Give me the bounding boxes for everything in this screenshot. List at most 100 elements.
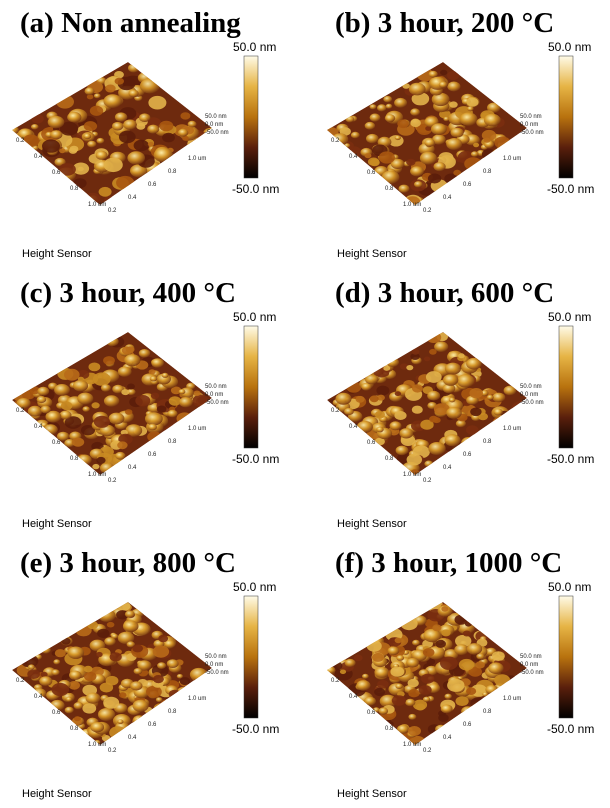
grain [455, 615, 468, 625]
z-tick-label: 50.0 nm [520, 654, 542, 660]
grain [109, 413, 125, 425]
grain [83, 133, 91, 139]
grain [56, 95, 74, 109]
grain [460, 112, 478, 125]
y-tick-label: 0.2 [331, 138, 340, 144]
z-tick-label: -50.0 nm [205, 670, 229, 676]
scale-min-label: -50.0 nm [232, 722, 279, 736]
grain [140, 79, 160, 94]
panel-title: (b) 3 hour, 200 °C [335, 7, 554, 39]
grain [74, 702, 84, 709]
grain [424, 139, 435, 147]
x-tick-label: 0.4 [443, 195, 452, 201]
grain [412, 384, 423, 392]
grain [44, 424, 58, 435]
grain [96, 457, 105, 464]
y-tick-label: 0.4 [34, 154, 43, 160]
x-tick-label: 0.8 [168, 169, 177, 175]
panel-title: (c) 3 hour, 400 °C [20, 277, 236, 309]
grain [419, 685, 432, 695]
grain [484, 114, 501, 127]
y-tick-label: 0.4 [34, 424, 43, 430]
grain [383, 366, 390, 371]
grain [147, 431, 161, 442]
x-tick-label: 0.2 [108, 478, 117, 484]
grain [408, 679, 419, 687]
grain [179, 389, 186, 394]
grain [74, 716, 81, 721]
grain [423, 697, 430, 702]
grain [429, 416, 438, 423]
grain [92, 464, 99, 469]
caption: Height Sensor [337, 518, 407, 530]
grain [83, 406, 90, 412]
x-tick-label: 1.0 um [188, 156, 206, 162]
scale-max-label: 50.0 nm [233, 310, 276, 324]
grain [52, 683, 70, 696]
grain [68, 647, 85, 659]
colorbar [244, 326, 258, 448]
grain [87, 621, 98, 629]
grain [362, 674, 369, 679]
grain [445, 694, 452, 700]
grain [28, 406, 42, 417]
scale-max-label: 50.0 nm [548, 310, 591, 324]
grain [129, 90, 139, 98]
grain [189, 683, 200, 691]
grain [424, 357, 430, 362]
grain [390, 421, 402, 430]
y-tick-label: 0.8 [70, 726, 79, 732]
x-tick-label: 0.8 [483, 709, 492, 715]
grain [424, 461, 433, 468]
grain [157, 406, 167, 413]
grain [375, 411, 385, 419]
grain [410, 166, 424, 176]
grain [123, 620, 139, 632]
grain [94, 416, 110, 428]
grain [48, 116, 65, 128]
grain [50, 130, 62, 139]
grain [466, 358, 482, 370]
grain [96, 652, 103, 657]
x-tick-label: 0.4 [128, 735, 137, 741]
grain [104, 395, 119, 406]
grain [139, 349, 150, 358]
grain [485, 685, 498, 694]
y-tick-label: 0.6 [52, 440, 61, 446]
grain [104, 158, 123, 172]
grain [70, 146, 79, 153]
grain [456, 696, 469, 706]
grain [27, 669, 40, 679]
grain [162, 373, 169, 378]
grain [187, 145, 195, 151]
grain [461, 437, 476, 448]
grain [354, 655, 363, 662]
grain [482, 130, 496, 141]
grain [466, 425, 479, 435]
grain [325, 666, 335, 674]
grain [17, 398, 31, 409]
x-tick-label: 0.4 [443, 465, 452, 471]
grain [178, 129, 188, 137]
y-tick-label: 0.4 [34, 694, 43, 700]
x-tick-label: 0.8 [483, 439, 492, 445]
y-tick-label: 0.6 [367, 710, 376, 716]
grain [175, 422, 185, 430]
grain [365, 122, 375, 130]
y-tick-label: 0.6 [367, 170, 376, 176]
grain [414, 181, 423, 187]
grain [395, 638, 403, 644]
grain [31, 114, 44, 123]
grain [406, 365, 413, 370]
grain [103, 697, 119, 709]
grain [188, 121, 197, 128]
grain [446, 138, 462, 150]
grain [390, 667, 404, 677]
caption: Height Sensor [22, 788, 92, 800]
grain [119, 131, 136, 144]
grain [118, 601, 131, 611]
grain [336, 393, 352, 405]
grain [69, 671, 82, 680]
grain [162, 133, 175, 143]
grain [67, 112, 81, 123]
